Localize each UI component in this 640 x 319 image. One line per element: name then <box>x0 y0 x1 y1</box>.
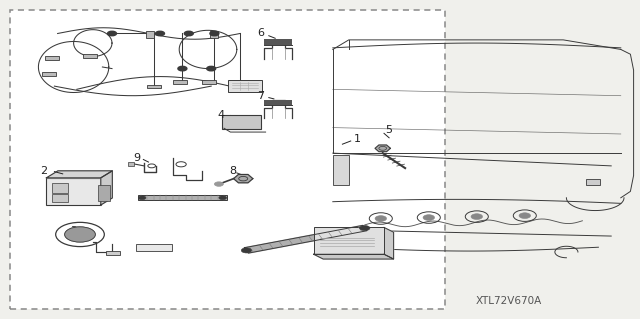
Bar <box>333 155 349 185</box>
Bar <box>42 72 56 76</box>
Bar <box>106 251 120 255</box>
Circle shape <box>156 31 164 36</box>
Text: 6: 6 <box>258 28 264 39</box>
Circle shape <box>178 66 187 71</box>
Circle shape <box>210 31 219 36</box>
Circle shape <box>375 216 387 221</box>
Polygon shape <box>234 174 253 183</box>
Text: 1: 1 <box>354 134 360 145</box>
Circle shape <box>360 226 370 231</box>
Bar <box>52 183 68 193</box>
Text: 9: 9 <box>132 153 140 163</box>
Bar <box>173 80 187 84</box>
Circle shape <box>214 182 223 186</box>
FancyBboxPatch shape <box>222 115 261 129</box>
Polygon shape <box>384 227 394 259</box>
Bar <box>586 179 600 185</box>
Bar <box>52 194 68 202</box>
Circle shape <box>207 66 216 71</box>
FancyBboxPatch shape <box>47 178 101 205</box>
Circle shape <box>138 196 146 200</box>
Bar <box>264 39 292 45</box>
Circle shape <box>184 31 193 36</box>
Bar <box>202 80 216 84</box>
Text: 7: 7 <box>257 91 265 101</box>
Circle shape <box>519 213 531 219</box>
FancyBboxPatch shape <box>10 10 445 309</box>
Text: 3: 3 <box>70 226 77 236</box>
Text: XTL72V670A: XTL72V670A <box>476 296 542 306</box>
Bar <box>97 185 110 201</box>
Text: 5: 5 <box>386 125 392 135</box>
Circle shape <box>471 214 483 219</box>
Bar <box>136 244 172 251</box>
Polygon shape <box>375 145 390 152</box>
Bar <box>232 81 246 85</box>
Circle shape <box>65 227 95 242</box>
Bar <box>147 85 161 88</box>
Circle shape <box>423 215 435 220</box>
Bar <box>210 31 218 38</box>
Bar <box>138 195 227 200</box>
Bar <box>128 162 134 166</box>
Bar <box>45 56 59 60</box>
Bar <box>314 227 384 254</box>
Polygon shape <box>244 226 367 253</box>
Text: 2: 2 <box>40 166 47 176</box>
Polygon shape <box>101 171 113 205</box>
Bar <box>264 100 292 105</box>
Bar <box>146 31 154 38</box>
Circle shape <box>241 248 252 253</box>
Polygon shape <box>47 171 113 178</box>
Bar <box>228 80 262 92</box>
Text: 8: 8 <box>228 166 236 176</box>
Text: 4: 4 <box>217 110 225 120</box>
Circle shape <box>108 31 116 36</box>
Polygon shape <box>314 254 394 259</box>
Circle shape <box>219 196 227 200</box>
Bar <box>83 54 97 58</box>
